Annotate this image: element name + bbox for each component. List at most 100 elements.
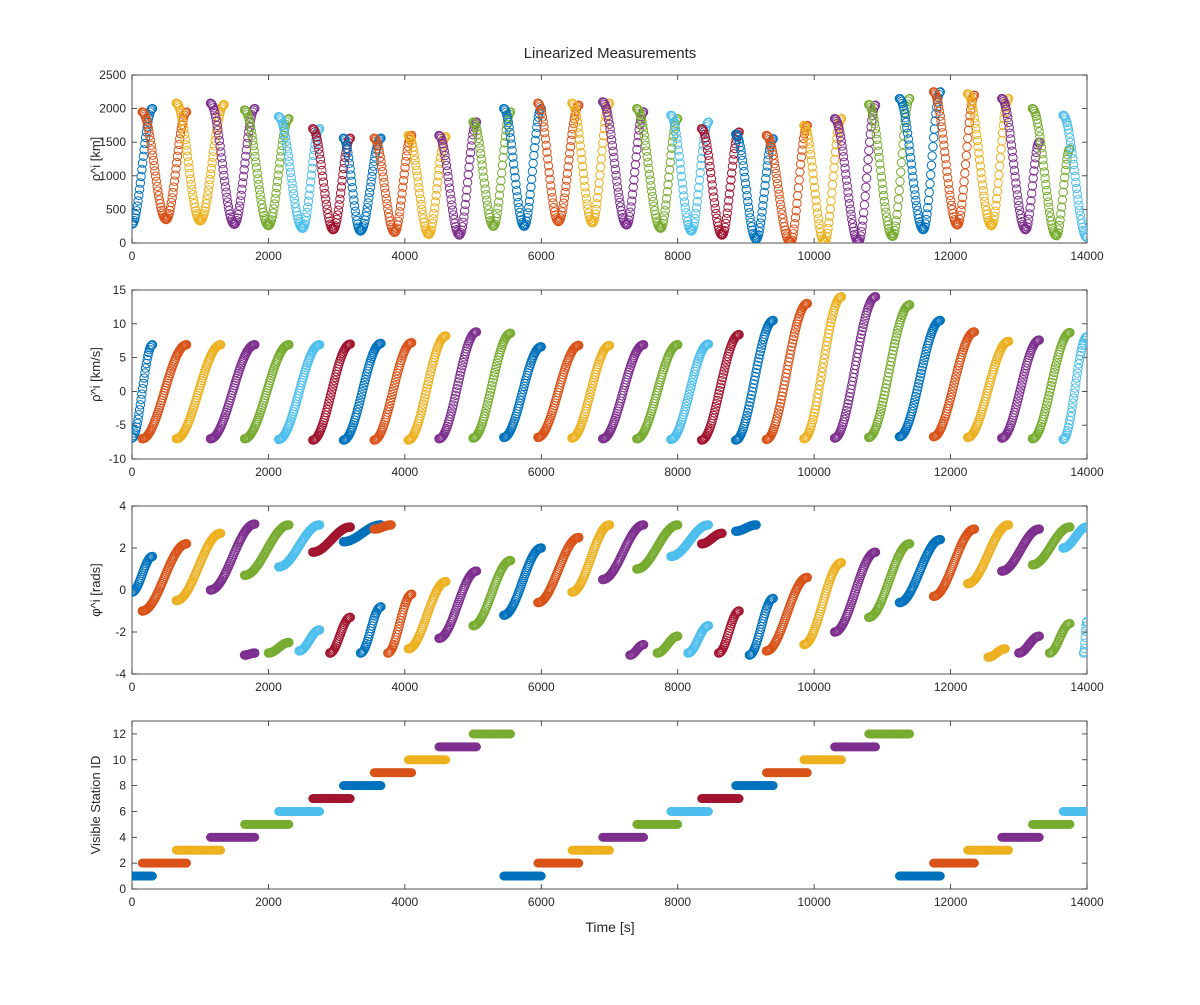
- data-point: [998, 137, 1006, 145]
- data-point: [174, 146, 182, 154]
- data-point: [995, 162, 1003, 170]
- data-point: [597, 155, 605, 163]
- x-tick-label: 12000: [934, 465, 968, 479]
- data-point: [963, 143, 971, 151]
- data-point: [330, 379, 338, 387]
- x-tick-label: 14000: [1070, 249, 1104, 263]
- series-pass-27: [684, 622, 713, 658]
- series-pass-13: [500, 343, 546, 442]
- series-pass-21: [568, 521, 614, 597]
- data-point: [1042, 186, 1050, 194]
- y-tick-label: -5: [115, 418, 126, 432]
- x-tick-label: 2000: [255, 680, 282, 694]
- data-point: [529, 159, 537, 167]
- series-pass-27: [963, 337, 1012, 441]
- y-axis-label: ρ̇^i [km/s]: [88, 347, 103, 402]
- data-point: [318, 172, 326, 180]
- series-pass-6: [274, 341, 323, 444]
- data-point: [794, 184, 802, 192]
- x-tick-label: 2000: [255, 249, 282, 263]
- y-tick-label: 0: [119, 384, 126, 398]
- x-tick-label: 2000: [255, 465, 282, 479]
- y-tick-label: 4: [119, 499, 126, 513]
- y-tick-label: 5: [119, 351, 126, 365]
- x-tick-label: 12000: [934, 680, 968, 694]
- data-point: [1028, 182, 1036, 190]
- x-tick-label: 14000: [1070, 465, 1104, 479]
- x-tick-label: 0: [129, 465, 136, 479]
- data-point: [861, 192, 869, 200]
- series-pass-23: [626, 640, 648, 659]
- x-tick-label: 6000: [528, 249, 555, 263]
- data-point: [897, 158, 905, 166]
- series-pass-3: [172, 529, 225, 605]
- data-point: [896, 177, 904, 185]
- data-point: [480, 179, 488, 187]
- data-point: [219, 165, 227, 173]
- data-point: [960, 178, 968, 186]
- data-point: [964, 134, 972, 142]
- x-tick-label: 4000: [392, 680, 419, 694]
- x-tick-label: 6000: [528, 465, 555, 479]
- data-point: [684, 394, 692, 402]
- series-pass-8: [240, 106, 272, 230]
- data-point: [795, 176, 803, 184]
- data-point: [528, 167, 536, 175]
- series-pass-23: [830, 293, 879, 443]
- data-point: [997, 145, 1005, 153]
- series-pass-50: [929, 88, 961, 229]
- marks: [128, 88, 1091, 247]
- y-tick-label: 2: [119, 541, 126, 555]
- data-point: [463, 178, 471, 186]
- figure-title: Linearized Measurements: [524, 45, 697, 62]
- data-point: [996, 153, 1004, 161]
- data-point: [827, 197, 835, 205]
- data-point: [894, 195, 902, 203]
- data-point: [862, 183, 870, 191]
- data-point: [687, 382, 695, 390]
- data-point: [598, 147, 606, 155]
- data-point: [530, 151, 538, 159]
- data-point: [897, 168, 905, 176]
- series-pass-7: [264, 638, 293, 657]
- series-pass-6: [206, 99, 238, 228]
- series-pass-29: [588, 99, 613, 227]
- x-tick-label: 6000: [528, 680, 555, 694]
- data-point: [928, 152, 936, 160]
- y-axis-label: φ^i [rads]: [88, 563, 103, 617]
- data-point: [865, 146, 873, 154]
- series-pass-49: [919, 88, 944, 234]
- x-tick-label: 4000: [392, 249, 419, 263]
- x-tick-label: 10000: [797, 249, 831, 263]
- y-tick-label: 2000: [99, 102, 126, 116]
- data-point: [948, 388, 956, 396]
- series-pass-43: [820, 114, 845, 246]
- data-point: [863, 165, 871, 173]
- data-point: [938, 123, 946, 131]
- data-point: [864, 155, 872, 163]
- data-point: [830, 164, 838, 172]
- y-tick-label: -10: [109, 452, 127, 466]
- series-pass-30: [1059, 332, 1091, 443]
- y-tick-label: -4: [115, 667, 126, 681]
- x-tick-label: 10000: [797, 465, 831, 479]
- x-tick-label: 10000: [797, 680, 831, 694]
- series-pass-29: [714, 607, 743, 657]
- data-point: [793, 192, 801, 200]
- data-point: [645, 164, 653, 172]
- data-point: [929, 142, 937, 150]
- data-point: [925, 188, 933, 196]
- series-pass-5: [240, 649, 259, 660]
- data-point: [862, 174, 870, 182]
- series-pass-55: [1021, 138, 1043, 234]
- series-pass-51: [953, 91, 978, 229]
- data-point: [644, 158, 652, 166]
- series-pass-24: [865, 301, 914, 442]
- x-tick-label: 8000: [664, 465, 691, 479]
- series-pass-21: [455, 118, 480, 239]
- y-tick-label: 0: [119, 236, 126, 250]
